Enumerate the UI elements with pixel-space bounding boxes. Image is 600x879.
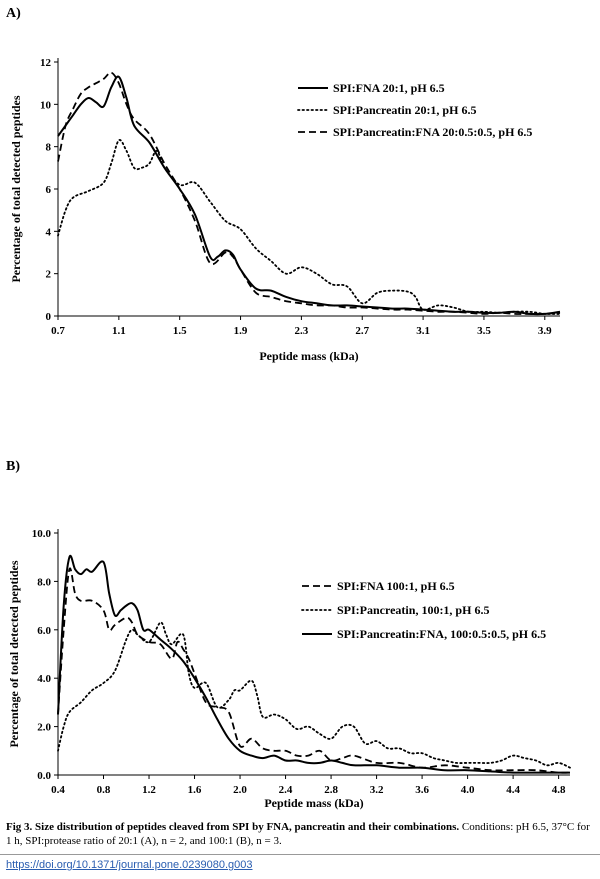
chart-b-y-tick-label: 2.0 — [37, 722, 51, 734]
chart-b-x-tick-label: 1.6 — [188, 784, 202, 796]
chart-b-x-tick-label: 0.4 — [51, 784, 65, 796]
chart-b-y-tick-label: 6.0 — [37, 625, 51, 637]
chart-a-y-tick-label: 10 — [40, 99, 52, 111]
chart-a-x-axis-title: Peptide mass (kDa) — [259, 349, 358, 363]
caption-text: Conditions: pH 6.5, 37°C for 1 h, SPI:pr… — [6, 821, 590, 847]
chart-a-y-tick-label: 6 — [46, 184, 52, 196]
chart-b-x-tick-label: 3.6 — [415, 784, 429, 796]
chart-a-x-tick-label: 3.1 — [416, 325, 430, 337]
chart-a-y-tick-label: 12 — [40, 57, 52, 69]
chart-a-y-tick-label: 0 — [46, 311, 52, 323]
chart-b-series-3-line — [57, 554, 570, 774]
chart-b-legend-label-2: SPI:Pancreatin, 100:1, pH 6.5 — [337, 603, 489, 617]
chart-a-x-tick-label: 3.9 — [538, 325, 552, 337]
divider — [0, 854, 600, 855]
chart-b-x-tick-label: 2.0 — [233, 784, 247, 796]
chart-a-y-tick-label: 2 — [46, 269, 52, 281]
chart-a-legend-label-1: SPI:FNA 20:1, pH 6.5 — [333, 81, 445, 95]
chart-b-x-tick-label: 4.8 — [552, 784, 566, 796]
panel-a-label: A) — [6, 6, 21, 21]
chart-a-x-tick-label: 2.3 — [295, 325, 309, 337]
chart-a-y-tick-label: 8 — [46, 142, 52, 154]
chart-b-y-tick-label: 4.0 — [37, 673, 51, 685]
chart-b-x-tick-label: 3.2 — [370, 784, 384, 796]
chart-a-x-tick-label: 2.7 — [355, 325, 369, 337]
chart-b-legend-label-3: SPI:Pancreatin:FNA, 100:0.5:0.5, pH 6.5 — [337, 627, 546, 641]
chart-b-y-axis-title: Percentage of total detected peptides — [7, 560, 21, 747]
chart-b-x-axis-title: Peptide mass (kDa) — [264, 796, 363, 810]
chart-a-x-tick-label: 1.1 — [112, 325, 126, 337]
chart-b-series-1-line — [57, 567, 571, 774]
chart-b-x-tick-label: 0.8 — [97, 784, 111, 796]
chart-a-y-axis-title: Percentage of total detected peptides — [9, 95, 23, 282]
chart-b-x-tick-label: 4.4 — [506, 784, 520, 796]
chart-a: 0 2 4 6 8 10 12 0.7 1.1 1.5 1.9 2.3 2.7 3.1 3.5 3.9 Pept… — [9, 57, 561, 363]
chart-b-x-tick-label: 2.4 — [279, 784, 293, 796]
chart-a-series-2-line — [57, 139, 561, 315]
chart-b-series-2-line — [57, 621, 571, 769]
chart-a-y-tick-label: 4 — [46, 226, 52, 238]
chart-a-x-tick-label: 1.5 — [173, 325, 187, 337]
chart-a-x-tick-label: 0.7 — [51, 325, 65, 337]
chart-b-x-tick-label: 4.0 — [461, 784, 475, 796]
panel-b-label: B) — [6, 459, 20, 474]
chart-b-legend-label-1: SPI:FNA 100:1, pH 6.5 — [337, 579, 455, 593]
chart-a-series-3-line — [57, 71, 561, 315]
chart-b-y-tick-label: 10.0 — [32, 528, 52, 540]
caption-title: Fig 3. Size distribution of peptides cle… — [6, 821, 460, 833]
chart-b: 0.0 2.0 4.0 6.0 8.0 10.0 0.4 0.8 1.2 1.6 2.0 2.4 2.8… — [7, 528, 571, 810]
chart-a-legend-label-3: SPI:Pancreatin:FNA 20:0.5:0.5, pH 6.5 — [333, 125, 532, 139]
figure-caption: Fig 3. Size distribution of peptides cle… — [6, 820, 594, 848]
chart-a-x-tick-label: 3.5 — [477, 325, 491, 337]
doi-link[interactable]: https://doi.org/10.1371/journal.pone.023… — [6, 859, 253, 871]
chart-a-legend-label-2: SPI:Pancreatin 20:1, pH 6.5 — [333, 103, 476, 117]
chart-b-x-tick-label: 2.8 — [324, 784, 338, 796]
chart-a-series-1-line — [57, 75, 561, 316]
chart-b-y-tick-label: 0.0 — [37, 770, 51, 782]
chart-b-x-tick-label: 1.2 — [142, 784, 156, 796]
chart-a-x-tick-label: 1.9 — [234, 325, 248, 337]
chart-b-y-tick-label: 8.0 — [37, 576, 51, 588]
